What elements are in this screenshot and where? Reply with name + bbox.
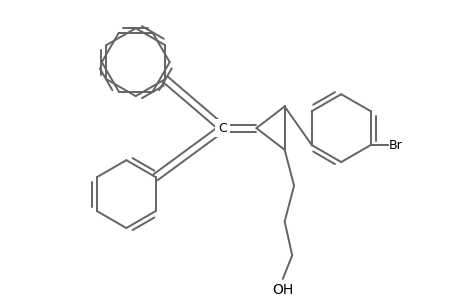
Text: Br: Br: [388, 139, 401, 152]
Text: OH: OH: [272, 283, 293, 297]
Text: C: C: [218, 122, 226, 135]
